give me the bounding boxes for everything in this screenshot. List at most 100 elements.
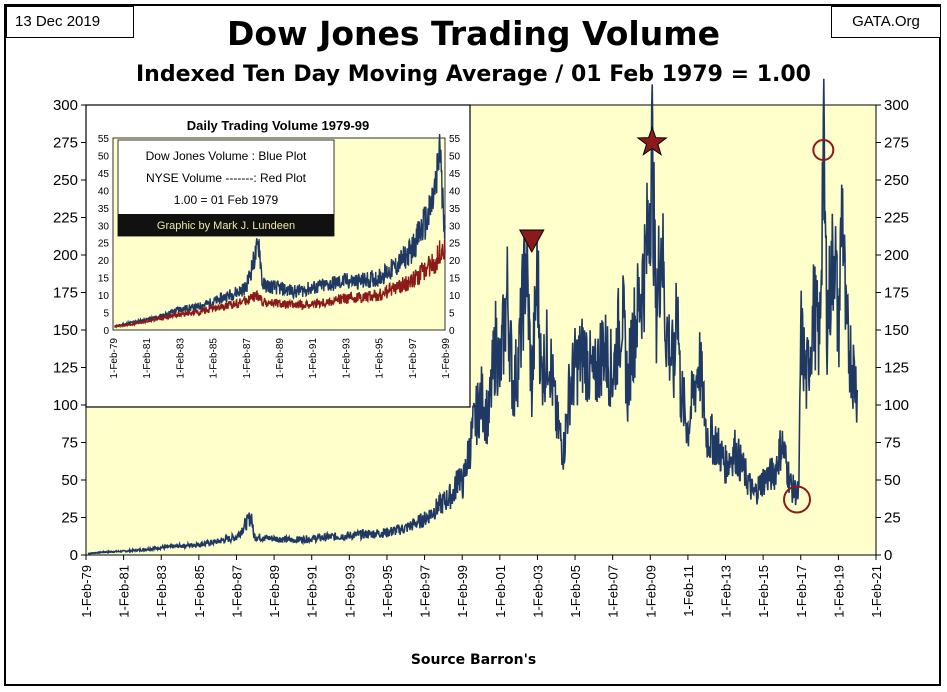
inset-nyse-series — [114, 239, 446, 329]
inset-x-tick-label: 1-Feb-81 — [142, 338, 153, 379]
x-tick-label: 1-Feb-03 — [530, 565, 545, 618]
inset-y-tick-label-right: 35 — [449, 204, 461, 215]
dow-volume-series — [87, 78, 858, 555]
y-tick-label: 250 — [53, 172, 78, 189]
inset-y-tick-label-right: 5 — [449, 309, 455, 320]
x-tick-label: 1-Feb-09 — [643, 565, 658, 618]
inset-y-tick-label: 15 — [98, 274, 110, 285]
y-tick-label-right: 150 — [884, 322, 909, 339]
inset-y-tick-label: 55 — [98, 134, 110, 145]
inset-y-tick-label-right: 40 — [449, 186, 461, 197]
inset-y-tick-label-right: 20 — [449, 256, 461, 267]
x-tick-label: 1-Feb-81 — [117, 565, 132, 618]
inset-x-tick-label: 1-Feb-97 — [408, 338, 419, 379]
circle-marker — [783, 485, 811, 514]
inset-legend-line2: NYSE Volume -------: Red Plot — [146, 171, 307, 185]
x-tick-label: 1-Feb-19 — [831, 565, 846, 618]
y-tick-label: 200 — [53, 247, 78, 264]
y-tick-label: 150 — [53, 322, 78, 339]
x-tick-label: 1-Feb-05 — [568, 565, 583, 618]
inset-x-tick-label: 1-Feb-83 — [175, 338, 186, 379]
y-tick-label-right: 50 — [884, 472, 901, 489]
inset-y-tick-label: 10 — [98, 291, 110, 302]
inset-y-tick-label: 40 — [98, 186, 110, 197]
inset-y-tick-label-right: 50 — [449, 151, 461, 162]
x-tick-label: 1-Feb-79 — [79, 565, 94, 618]
x-tick-label: 1-Feb-85 — [192, 565, 207, 618]
x-tick-label: 1-Feb-15 — [756, 565, 771, 618]
inset-y-tick-label: 0 — [103, 326, 109, 337]
y-tick-label-right: 175 — [884, 285, 909, 302]
y-tick-label: 25 — [61, 510, 78, 527]
source-site-label: GATA.Org — [831, 6, 941, 38]
x-tick-label: 1-Feb-87 — [229, 565, 244, 618]
x-axis-label: Source Barron's — [410, 652, 537, 668]
y-tick-label-right: 0 — [884, 547, 892, 564]
inset-y-tick-label: 50 — [98, 151, 110, 162]
inset-legend-line3: 1.00 = 01 Feb 1979 — [174, 193, 279, 207]
y-tick-label: 225 — [53, 210, 78, 227]
inset-y-tick-label-right: 55 — [449, 134, 461, 145]
inset-x-tick-label: 1-Feb-89 — [275, 338, 286, 379]
chart-title: Dow Jones Trading Volume — [227, 14, 720, 53]
inset-credit-bar — [118, 214, 334, 236]
inset-y-tick-label-right: 45 — [449, 169, 461, 180]
inset-y-tick-label: 20 — [98, 256, 110, 267]
y-tick-label: 175 — [53, 285, 78, 302]
x-tick-label: 1-Feb-01 — [493, 565, 508, 618]
inset-y-tick-label: 30 — [98, 221, 110, 232]
inset-credit: Graphic by Mark J. Lundeen — [157, 220, 295, 232]
x-tick-label: 1-Feb-91 — [305, 565, 320, 618]
inset-x-tick-label: 1-Feb-91 — [308, 338, 319, 379]
inset-y-tick-label-right: 30 — [449, 221, 461, 232]
x-tick-label: 1-Feb-97 — [418, 565, 433, 618]
y-tick-label-right: 75 — [884, 435, 901, 452]
triangle-marker — [518, 229, 545, 254]
y-tick-label: 275 — [53, 135, 78, 152]
chart-subtitle: Indexed Ten Day Moving Average / 01 Feb … — [136, 62, 811, 87]
x-tick-label: 1-Feb-07 — [606, 565, 621, 618]
inset-x-tick-label: 1-Feb-93 — [341, 338, 352, 379]
y-tick-label-right: 250 — [884, 172, 909, 189]
inset-legend-line1: Dow Jones Volume : Blue Plot — [146, 149, 307, 163]
inset-y-tick-label: 25 — [98, 239, 110, 250]
inset-y-tick-label-right: 15 — [449, 274, 461, 285]
y-tick-label-right: 275 — [884, 135, 909, 152]
inset-y-tick-label: 45 — [98, 169, 110, 180]
chart-frame — [4, 4, 941, 686]
star-marker — [636, 125, 668, 156]
x-tick-label: 1-Feb-11 — [681, 565, 696, 617]
inset-x-tick-label: 1-Feb-95 — [375, 338, 386, 379]
y-tick-label: 0 — [70, 547, 78, 564]
inset-y-tick-label: 35 — [98, 204, 110, 215]
x-tick-label: 1-Feb-83 — [154, 565, 169, 618]
date-label: 13 Dec 2019 — [6, 6, 134, 38]
y-tick-label: 100 — [53, 397, 78, 414]
inset-title: Daily Trading Volume 1979-99 — [187, 118, 370, 133]
x-tick-label: 1-Feb-95 — [380, 565, 395, 618]
y-tick-label-right: 200 — [884, 247, 909, 264]
y-tick-label: 125 — [53, 360, 78, 377]
y-tick-label-right: 100 — [884, 397, 909, 414]
y-tick-label-right: 125 — [884, 360, 909, 377]
x-tick-label: 1-Feb-17 — [794, 565, 809, 618]
y-tick-label-right: 225 — [884, 210, 909, 227]
y-tick-label: 50 — [61, 472, 78, 489]
y-tick-label-right: 25 — [884, 510, 901, 527]
inset-y-tick-label-right: 25 — [449, 239, 461, 250]
x-tick-label: 1-Feb-89 — [267, 565, 282, 618]
inset-x-tick-label: 1-Feb-79 — [109, 338, 120, 379]
inset-x-tick-label: 1-Feb-87 — [242, 338, 253, 379]
y-tick-label: 75 — [61, 435, 78, 452]
inset-y-tick-label-right: 0 — [449, 326, 455, 337]
x-tick-label: 1-Feb-21 — [869, 565, 884, 618]
y-tick-label: 300 — [53, 97, 78, 114]
inset-y-tick-label-right: 10 — [449, 291, 461, 302]
inset-x-tick-label: 1-Feb-85 — [209, 338, 220, 379]
x-tick-label: 1-Feb-13 — [719, 565, 734, 618]
circle-marker — [812, 139, 835, 161]
x-tick-label: 1-Feb-99 — [455, 565, 470, 618]
inset-x-tick-label: 1-Feb-99 — [441, 338, 452, 379]
y-tick-label-right: 300 — [884, 97, 909, 114]
